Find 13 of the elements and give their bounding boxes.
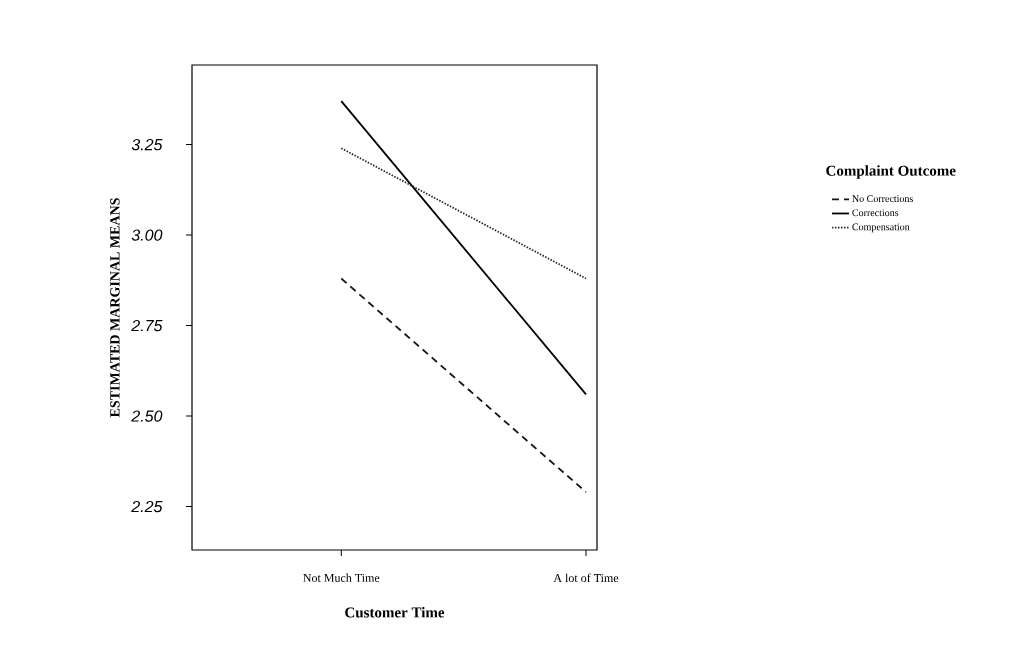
legend-label: No Corrections <box>852 195 913 203</box>
y-tick-label: 3.00 <box>131 229 163 241</box>
x-tick-label: Not Much Time <box>303 573 380 582</box>
y-tick-label: 3.25 <box>131 138 163 151</box>
y-tick-label: 2.75 <box>131 319 163 332</box>
legend-title: Complaint Outcome <box>826 165 956 179</box>
y-tick-label: 2.50 <box>131 410 163 422</box>
legend-label: Compensation <box>852 223 910 233</box>
legend-label: Corrections <box>852 209 899 217</box>
x-tick-label: A lot of Time <box>553 573 619 583</box>
x-axis-title: Customer Time <box>345 606 445 618</box>
y-tick-label: 2.25 <box>131 500 163 513</box>
y-axis-title: ESTIMATED MARGINAL MEANS <box>110 198 120 418</box>
